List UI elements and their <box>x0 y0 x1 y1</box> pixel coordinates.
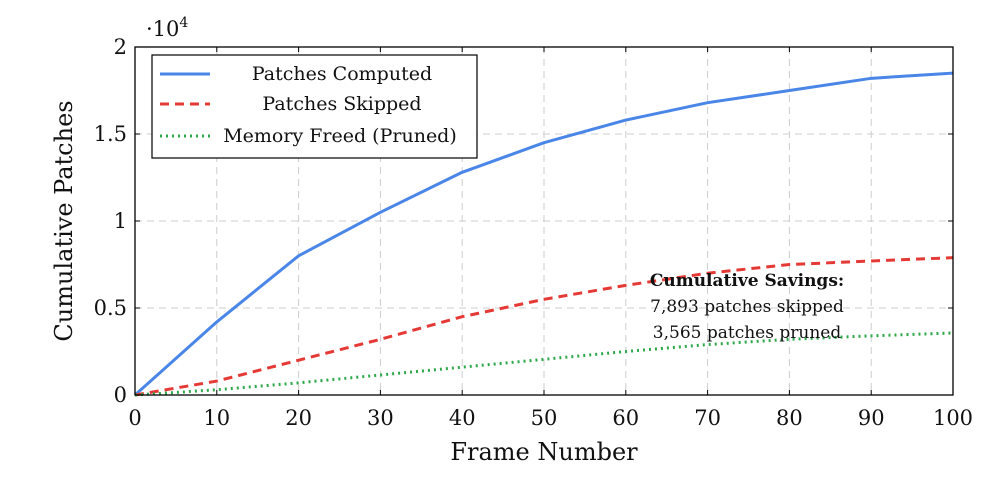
x-tick-label: 40 <box>449 406 476 430</box>
y-tick-label: 1.5 <box>94 122 127 146</box>
y-tick-label: 0.5 <box>94 296 127 320</box>
x-axis-title: Frame Number <box>450 438 638 466</box>
x-tick-label: 70 <box>694 406 721 430</box>
x-tick-label: 60 <box>612 406 639 430</box>
y-axis-exponent-power: 4 <box>179 15 188 31</box>
grid <box>135 47 953 395</box>
annotation-line-skipped: 7,893 patches skipped <box>650 297 844 317</box>
y-axis-exponent-base: ·10 <box>146 17 179 41</box>
legend-label-skipped: Patches Skipped <box>262 93 421 115</box>
legend-label-pruned: Memory Freed (Pruned) <box>223 125 457 147</box>
x-tick-label: 30 <box>367 406 394 430</box>
legend: Patches Computed Patches Skipped Memory … <box>151 54 478 159</box>
annotation-line-pruned: 3,565 patches pruned <box>653 323 842 343</box>
series-line-memory-freed-pruned <box>134 331 954 397</box>
savings-annotation: Cumulative Savings: 7,893 patches skippe… <box>650 271 844 343</box>
legend-box <box>151 54 478 159</box>
y-tick-label: 1 <box>114 209 127 233</box>
x-tick-label: 0 <box>128 406 141 430</box>
legend-label-computed: Patches Computed <box>252 63 432 85</box>
series-line-patches-computed <box>134 71 954 397</box>
y-axis-exponent: ·104 <box>146 15 188 41</box>
x-tick-label: 50 <box>531 406 558 430</box>
y-tick-label: 2 <box>114 35 127 59</box>
x-tick-label: 20 <box>285 406 312 430</box>
x-tick-label: 80 <box>776 406 803 430</box>
x-tick-label: 90 <box>858 406 885 430</box>
x-tick-label: 100 <box>933 406 973 430</box>
x-tick-label: 10 <box>203 406 230 430</box>
y-axis-title: Cumulative Patches <box>50 100 78 341</box>
y-tick-label: 0 <box>114 383 127 407</box>
series-lines <box>134 71 954 397</box>
axis-ticks: 0 10 20 30 40 50 60 70 80 90 100 0 0.5 1 1.5 2 <box>94 35 973 430</box>
series-line-patches-skipped <box>134 256 954 397</box>
annotation-title: Cumulative Savings: <box>650 271 844 291</box>
